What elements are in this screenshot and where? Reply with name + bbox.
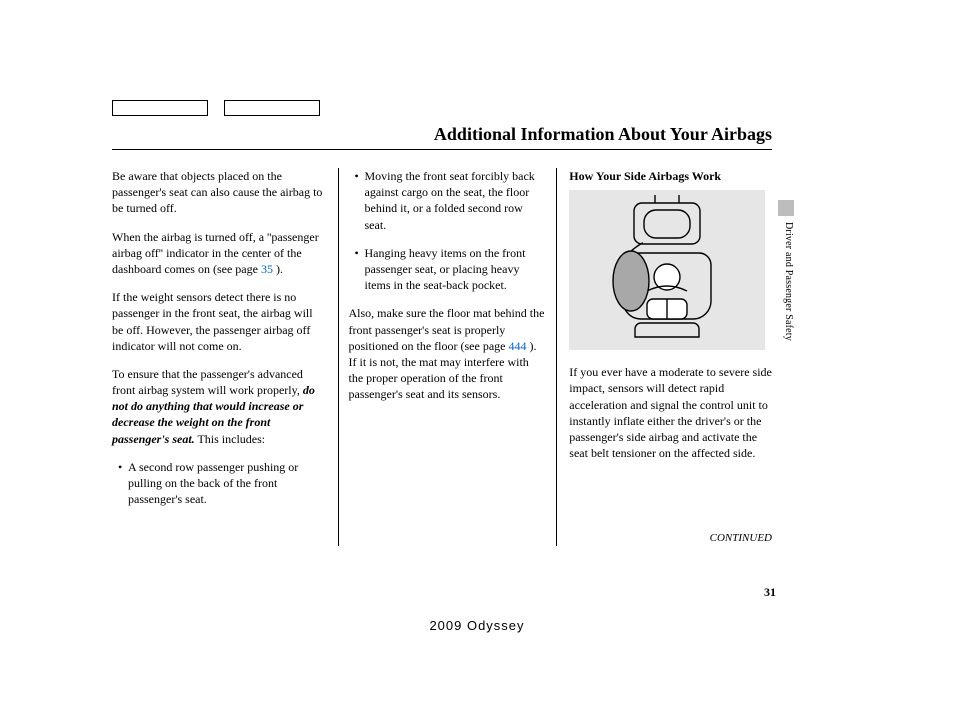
col1-p2a: When the airbag is turned off, a ''passe… (112, 230, 319, 276)
page-number: 31 (764, 585, 776, 600)
col2-b2-text: Hanging heavy items on the front passeng… (365, 245, 547, 294)
column-3: How Your Side Airbags Work (557, 168, 772, 546)
seat-airbag-svg (597, 195, 737, 345)
col2-bullet-2: • Hanging heavy items on the front passe… (349, 245, 547, 294)
col1-para2: When the airbag is turned off, a ''passe… (112, 229, 326, 278)
col2-bullet-1: • Moving the front seat forcibly back ag… (349, 168, 547, 233)
content-columns: Be aware that objects placed on the pass… (112, 168, 772, 546)
col3-para1: If you ever have a moderate to severe si… (569, 364, 772, 461)
page-link-35[interactable]: 35 (261, 262, 273, 276)
header-boxes (112, 100, 772, 116)
bullet-dot: • (355, 168, 365, 233)
col3-subhead: How Your Side Airbags Work (569, 168, 772, 184)
col1-para4: To ensure that the passenger's advanced … (112, 366, 326, 447)
side-tab (778, 200, 794, 216)
continued-label: CONTINUED (569, 531, 772, 546)
col1-b1-text: A second row passenger pushing or pullin… (128, 459, 326, 508)
col1-p2b: ). (273, 262, 283, 276)
page-title: Additional Information About Your Airbag… (112, 124, 772, 145)
column-1: Be aware that objects placed on the pass… (112, 168, 339, 546)
col1-bullet-1: • A second row passenger pushing or pull… (112, 459, 326, 508)
page-link-444[interactable]: 444 (508, 339, 526, 353)
col2-b1-text: Moving the front seat forcibly back agai… (365, 168, 547, 233)
col2-para1: Also, make sure the floor mat behind the… (349, 305, 547, 402)
footer-model: 2009 Odyssey (0, 618, 954, 633)
side-section-label: Driver and Passenger Safety (783, 222, 794, 341)
bullet-dot: • (118, 459, 128, 508)
header-box-1 (112, 100, 208, 116)
col1-p4b: This includes: (195, 432, 265, 446)
bullet-dot: • (355, 245, 365, 294)
col1-para3: If the weight sensors detect there is no… (112, 289, 326, 354)
column-2: • Moving the front seat forcibly back ag… (339, 168, 558, 546)
title-row: Additional Information About Your Airbag… (112, 124, 772, 150)
seat-airbag-diagram (569, 190, 765, 350)
header-box-2 (224, 100, 320, 116)
col1-para1: Be aware that objects placed on the pass… (112, 168, 326, 217)
col1-p4a: To ensure that the passenger's advanced … (112, 367, 303, 397)
